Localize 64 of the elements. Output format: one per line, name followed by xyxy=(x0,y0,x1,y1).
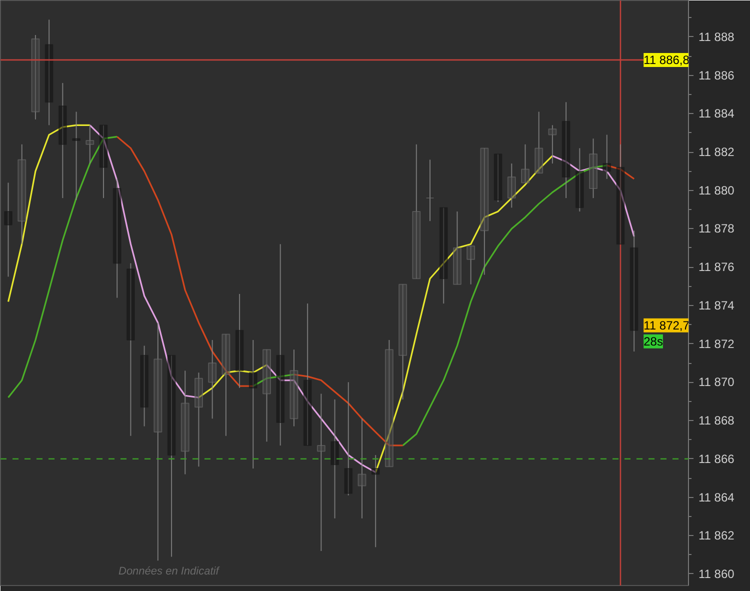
candlestick xyxy=(521,144,530,184)
candlestick xyxy=(371,454,380,548)
candlestick xyxy=(494,153,502,202)
candlestick xyxy=(534,111,544,174)
candlestick xyxy=(548,124,557,164)
candlestick xyxy=(86,124,94,164)
candlestick xyxy=(602,134,612,180)
candlestick xyxy=(316,393,326,552)
y-tick-label: 11 860 xyxy=(698,566,735,581)
candlestick xyxy=(384,339,394,468)
candlestick xyxy=(575,148,584,212)
text: 11 872,7 xyxy=(644,318,690,332)
y-tick-label: 11 884 xyxy=(698,106,735,121)
annotation: Données en Indicatif xyxy=(118,566,220,578)
y-tick-label: 11 872 xyxy=(698,336,735,351)
y-tick-label: 11 888 xyxy=(698,30,735,44)
candlestick xyxy=(154,322,162,562)
candlestick xyxy=(262,349,271,442)
candlestick xyxy=(72,111,81,200)
candlestick xyxy=(167,354,176,558)
candlestick xyxy=(616,144,625,245)
candlestick xyxy=(208,339,217,420)
candlestick xyxy=(4,182,12,278)
candlestick xyxy=(126,262,135,436)
candlestick xyxy=(303,303,312,446)
text: 28s xyxy=(644,334,663,348)
candlestick xyxy=(18,144,26,245)
candlestick xyxy=(58,82,67,199)
y-tick-label: 11 876 xyxy=(698,260,735,274)
candlestick xyxy=(439,207,448,304)
candlestick xyxy=(344,382,353,496)
y-tick-label: 11 868 xyxy=(698,414,735,428)
y-tick-label: 11 866 xyxy=(698,452,735,466)
candlestick xyxy=(112,178,122,298)
candlestick xyxy=(180,370,190,475)
candlestick xyxy=(398,284,408,400)
candlestick xyxy=(452,210,462,285)
candlestick xyxy=(480,148,489,276)
y-tick-label: 11 870 xyxy=(698,375,735,390)
candlestick xyxy=(44,19,54,126)
candlestick xyxy=(330,398,340,519)
y-tick-label: 11 880 xyxy=(698,183,735,198)
candlestick xyxy=(507,163,516,208)
candlestick xyxy=(140,345,149,427)
candlestick xyxy=(358,418,366,519)
y-tick-label: 11 874 xyxy=(698,298,735,312)
candlestick xyxy=(99,124,108,199)
candlestick xyxy=(589,138,598,199)
y-tick-label: 11 878 xyxy=(698,222,735,236)
candlestick xyxy=(276,244,285,446)
y-tick-label: 11 864 xyxy=(698,490,735,504)
candlestick xyxy=(562,102,570,199)
candlestick xyxy=(222,334,230,436)
candlestick xyxy=(194,372,203,468)
y-tick-label: 11 886 xyxy=(698,68,735,82)
y-tick-label: 11 882 xyxy=(698,145,735,160)
y-tick-label: 11 862 xyxy=(698,528,735,543)
candlestick xyxy=(248,339,258,469)
candlestick xyxy=(630,230,638,352)
candlestick xyxy=(31,34,40,120)
candlestick xyxy=(466,246,476,285)
candlestick xyxy=(412,144,421,280)
candlestick xyxy=(235,293,244,388)
candlestick xyxy=(290,349,298,427)
